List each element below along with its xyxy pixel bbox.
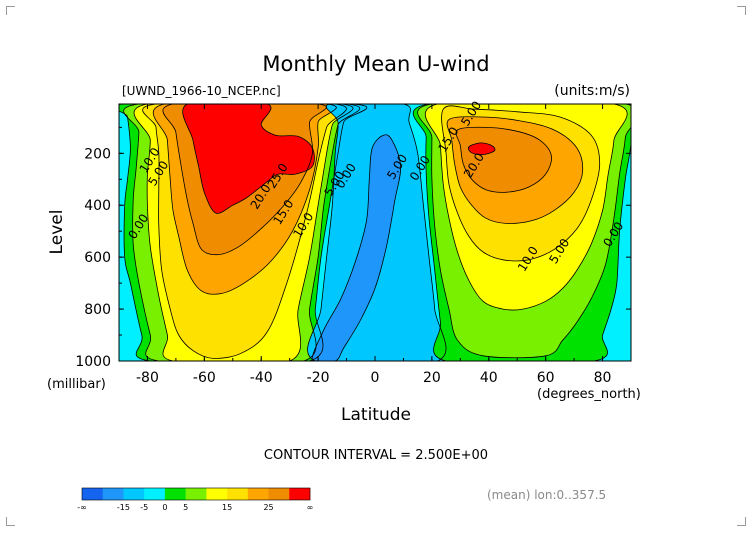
y-tick-label: 800 bbox=[84, 302, 111, 318]
colorbar-bin bbox=[185, 488, 207, 500]
x-axis: -80 -60 -40 -20 0 20 40 60 80 bbox=[118, 104, 632, 386]
contour-line-southern-orange-dark bbox=[162, 104, 327, 256]
contour-line-northern-orange bbox=[446, 116, 584, 224]
contour-line-equatorial-deep-cyan bbox=[307, 104, 447, 361]
contour-line-southern-jet-core bbox=[182, 104, 315, 214]
x-tick-label: 60 bbox=[537, 370, 555, 386]
y-axis-label: Level bbox=[47, 210, 67, 255]
colorbar-bin bbox=[123, 488, 145, 500]
region-southern-jet-core bbox=[182, 104, 315, 214]
filled-contour-regions bbox=[119, 104, 631, 361]
colorbar-label: ∞ bbox=[307, 503, 314, 512]
x-tick-label: 80 bbox=[594, 370, 612, 386]
y-tick-label: 600 bbox=[84, 250, 111, 266]
colorbar-label: -∞ bbox=[77, 503, 87, 512]
contour-line-northern-orange-dark bbox=[455, 126, 552, 193]
colorbar-label: 5 bbox=[183, 503, 188, 512]
x-tick-label: 20 bbox=[423, 370, 441, 386]
colorbar-bin bbox=[268, 488, 290, 500]
units-label: (units:m/s) bbox=[554, 83, 630, 99]
x-tick-label: -60 bbox=[193, 370, 216, 386]
contour-line-northern-jet-core bbox=[467, 142, 496, 156]
colorbar-label: -5 bbox=[140, 503, 148, 512]
x-tick-label: 0 bbox=[371, 370, 380, 386]
colorbar-bin bbox=[82, 488, 104, 500]
colorbar-bin bbox=[247, 488, 269, 500]
contour-line-northern-green bbox=[413, 104, 631, 361]
colorbar: -∞ -15 -5 0 5 15 25 ∞ bbox=[77, 487, 314, 512]
chart-title: Monthly Mean U-wind bbox=[262, 52, 489, 76]
crop-mark-top-right bbox=[737, 6, 746, 15]
footer-mean-text: (mean) lon:0..357.5 bbox=[487, 488, 606, 502]
contour-line-equatorial-blue-band bbox=[311, 134, 402, 361]
contour-line-northern-yellow-light bbox=[417, 104, 631, 359]
colorbar-bin bbox=[144, 488, 166, 500]
y-tick-label: 1000 bbox=[75, 354, 111, 370]
colorbar-label: -15 bbox=[117, 503, 130, 512]
region-northern-jet-core bbox=[468, 142, 495, 155]
region-equatorial-blue-band bbox=[312, 134, 401, 361]
x-axis-units: (degrees_north) bbox=[537, 387, 641, 402]
x-tick-label: -80 bbox=[136, 370, 159, 386]
crop-mark-bottom-right bbox=[737, 517, 746, 526]
x-tick-label: -40 bbox=[250, 370, 273, 386]
y-axis: 200 400 600 800 1000 bbox=[75, 126, 631, 370]
x-tick-label: -20 bbox=[307, 370, 330, 386]
dataset-label: [UWND_1966-10_NCEP.nc] bbox=[122, 84, 281, 98]
x-axis-label: Latitude bbox=[341, 405, 411, 425]
contour-line-northern-gold bbox=[441, 105, 601, 262]
contour-line-southern-green bbox=[119, 104, 368, 361]
y-axis-units: (millibar) bbox=[47, 377, 106, 392]
colorbar-frame bbox=[81, 487, 311, 501]
colorbar-bin bbox=[164, 488, 186, 500]
y-tick-label: 400 bbox=[84, 198, 111, 214]
contour-lines bbox=[119, 104, 631, 361]
colorbar-label: 15 bbox=[222, 503, 232, 512]
contour-line-southern-yellow bbox=[133, 104, 354, 361]
contour-interval-text: CONTOUR INTERVAL = 2.500E+00 bbox=[264, 448, 488, 463]
colorbar-bin bbox=[206, 488, 228, 500]
contour-line-southern-orange bbox=[152, 104, 337, 295]
contour-line-southern-gold bbox=[142, 104, 347, 359]
colorbar-bin bbox=[227, 488, 249, 500]
colorbar-label: 25 bbox=[263, 503, 273, 512]
crop-mark-bottom-left bbox=[6, 517, 15, 526]
colorbar-bin bbox=[102, 488, 124, 500]
y-tick-label: 200 bbox=[84, 146, 111, 162]
colorbar-bin bbox=[289, 488, 311, 500]
colorbar-label: 0 bbox=[162, 503, 167, 512]
x-tick-label: 40 bbox=[480, 370, 498, 386]
crop-mark-top-left bbox=[6, 6, 15, 15]
contour-line-northern-yellow bbox=[424, 104, 628, 311]
